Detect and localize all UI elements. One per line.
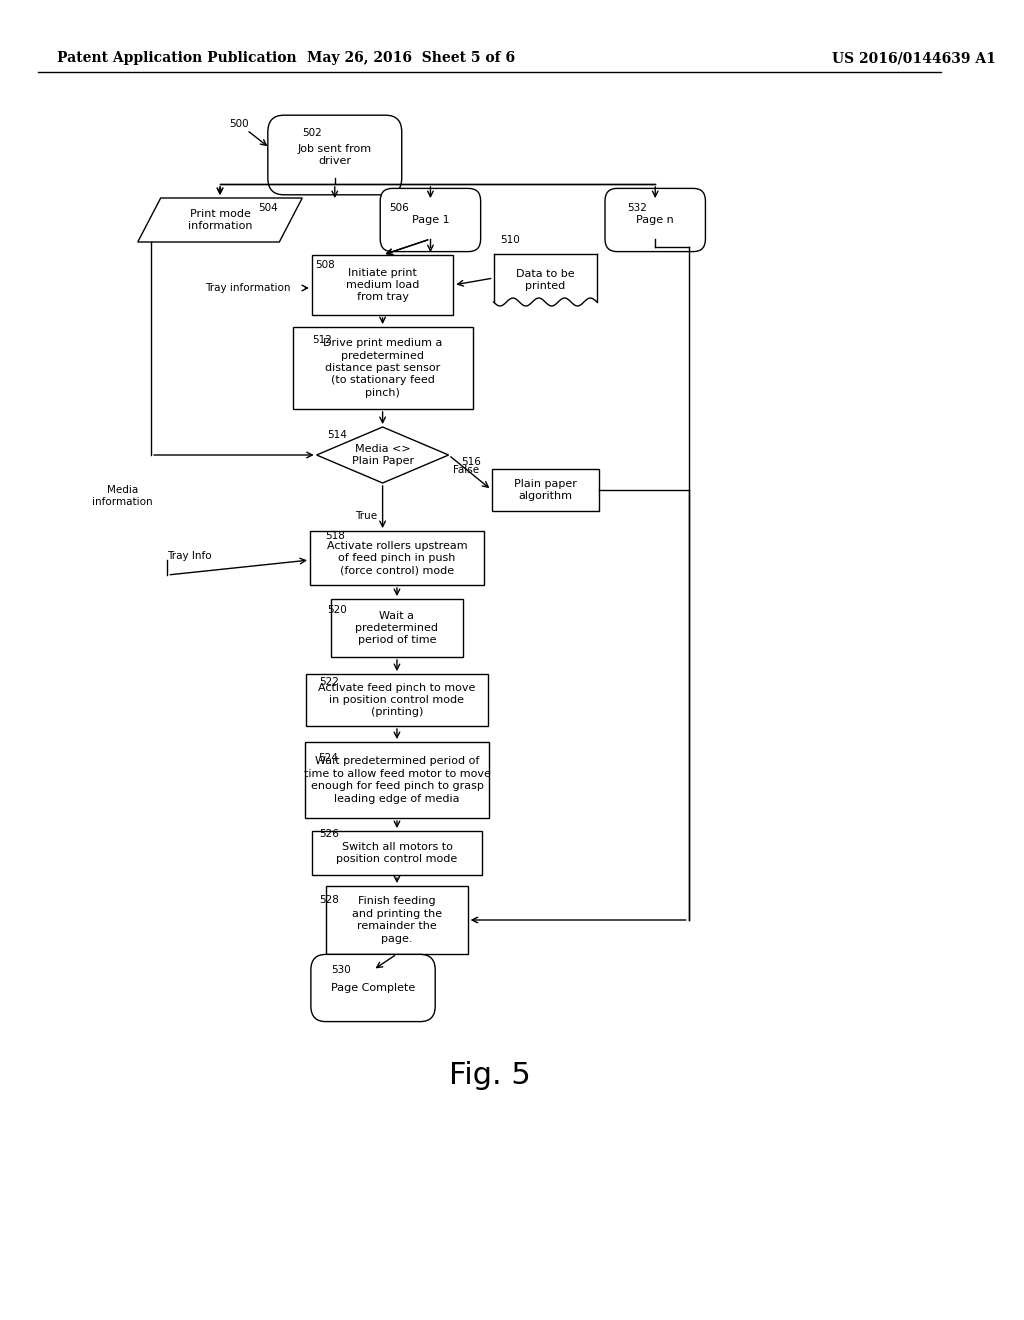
Text: Wait predetermined period of
time to allow feed motor to move
enough for feed pi: Wait predetermined period of time to all… — [303, 756, 490, 804]
Polygon shape — [138, 198, 302, 242]
Text: Print mode
information: Print mode information — [187, 209, 252, 231]
Text: Tray information: Tray information — [205, 282, 290, 293]
Text: Page n: Page n — [636, 215, 674, 224]
Text: 514: 514 — [327, 430, 347, 440]
Text: 506: 506 — [389, 203, 409, 213]
FancyBboxPatch shape — [311, 954, 435, 1022]
Bar — [306, 675, 487, 726]
Text: 522: 522 — [319, 677, 339, 686]
Text: 524: 524 — [318, 752, 338, 763]
Text: Wait a
predetermined
period of time: Wait a predetermined period of time — [355, 611, 438, 645]
Text: Initiate print
medium load
from tray: Initiate print medium load from tray — [346, 268, 419, 302]
FancyBboxPatch shape — [605, 189, 706, 252]
Text: 500: 500 — [229, 119, 249, 129]
Text: 526: 526 — [319, 829, 339, 840]
Text: Job sent from
driver: Job sent from driver — [298, 144, 372, 166]
Text: Page 1: Page 1 — [412, 215, 450, 224]
Text: 516: 516 — [461, 457, 481, 467]
Text: Data to be
printed: Data to be printed — [516, 269, 574, 292]
Bar — [312, 832, 482, 875]
Text: Tray Info: Tray Info — [167, 550, 212, 561]
Text: Activate rollers upstream
of feed pinch in push
(force control) mode: Activate rollers upstream of feed pinch … — [327, 541, 467, 576]
Bar — [312, 255, 454, 315]
Text: 528: 528 — [319, 895, 339, 906]
Text: 532: 532 — [628, 203, 647, 213]
Text: Page Complete: Page Complete — [331, 983, 415, 993]
Text: False: False — [454, 465, 479, 475]
Text: 504: 504 — [258, 203, 278, 213]
Text: 518: 518 — [326, 531, 345, 541]
Text: Drive print medium a
predetermined
distance past sensor
(to stationary feed
pinc: Drive print medium a predetermined dista… — [323, 338, 442, 397]
Text: Switch all motors to
position control mode: Switch all motors to position control mo… — [336, 842, 458, 865]
Bar — [293, 327, 472, 409]
Text: 512: 512 — [312, 335, 332, 345]
Text: 510: 510 — [501, 235, 520, 246]
Text: 502: 502 — [302, 128, 322, 139]
FancyBboxPatch shape — [268, 115, 401, 195]
FancyBboxPatch shape — [380, 189, 480, 252]
Text: True: True — [354, 511, 377, 521]
Text: Media <>
Plain Paper: Media <> Plain Paper — [351, 444, 414, 466]
Bar — [331, 599, 463, 657]
Text: Patent Application Publication: Patent Application Publication — [57, 51, 297, 65]
Text: Finish feeding
and printing the
remainder the
page.: Finish feeding and printing the remainde… — [352, 896, 442, 944]
Bar — [310, 531, 484, 585]
Bar — [305, 742, 488, 818]
Text: 520: 520 — [327, 605, 347, 615]
Text: information: information — [92, 498, 153, 507]
Text: Fig. 5: Fig. 5 — [449, 1060, 530, 1089]
Bar — [327, 886, 468, 954]
Text: 530: 530 — [331, 965, 350, 975]
Text: Activate feed pinch to move
in position control mode
(printing): Activate feed pinch to move in position … — [318, 682, 475, 717]
Text: 508: 508 — [315, 260, 336, 271]
Text: Media: Media — [106, 484, 138, 495]
Polygon shape — [316, 426, 449, 483]
Bar — [492, 469, 599, 511]
Text: Plain paper
algorithm: Plain paper algorithm — [514, 479, 577, 502]
Text: May 26, 2016  Sheet 5 of 6: May 26, 2016 Sheet 5 of 6 — [307, 51, 515, 65]
Text: US 2016/0144639 A1: US 2016/0144639 A1 — [833, 51, 996, 65]
